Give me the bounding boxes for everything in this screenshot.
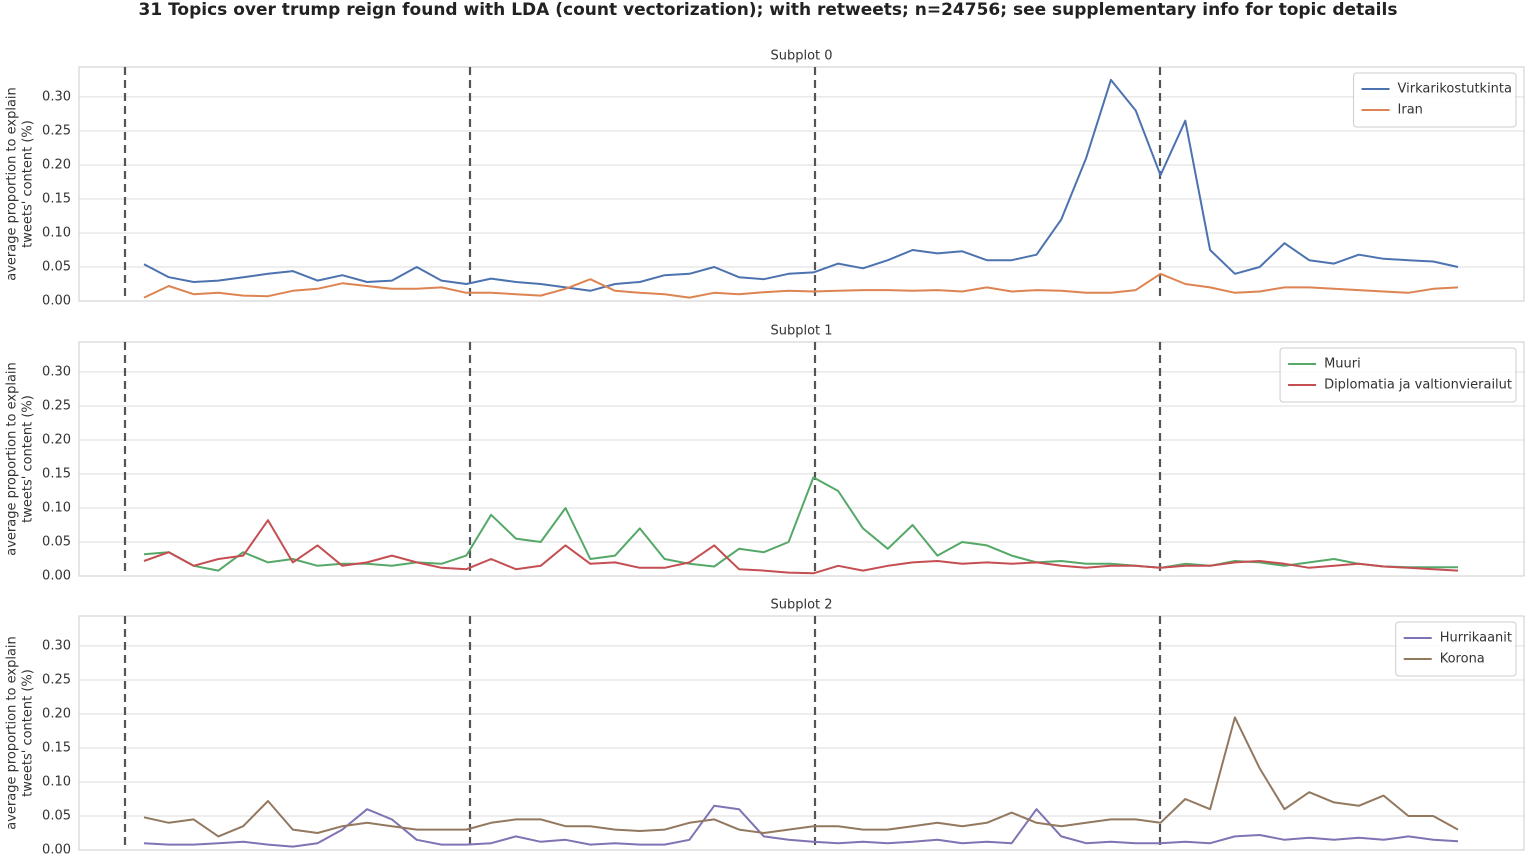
plot-frame (78, 615, 1525, 851)
y-tick-label: 0.25 (42, 672, 71, 687)
legend-label: Korona (1440, 652, 1485, 667)
y-axis-label: tweets' content (%) (21, 395, 36, 523)
line-series (143, 272, 1459, 299)
plot-frame (78, 341, 1525, 577)
y-tick-label: 0.20 (42, 432, 71, 447)
legend-box (1395, 621, 1517, 677)
y-axis-label: tweets' content (%) (21, 669, 36, 797)
subplot-title: Subplot 1 (770, 324, 832, 339)
y-tick-label: 0.15 (42, 191, 71, 206)
y-tick-label: 0.15 (42, 466, 71, 481)
y-tick-label: 0.10 (42, 500, 71, 515)
y-tick-label: 0.10 (42, 225, 71, 240)
legend: Hurrikaanit Korona (1395, 621, 1517, 677)
legend-label: Hurrikaanit (1440, 631, 1512, 646)
legend-box (1353, 72, 1517, 128)
y-tick-label: 0.30 (42, 89, 71, 104)
line-series (143, 519, 1459, 575)
y-tick-label: 0.30 (42, 364, 71, 379)
line-series (143, 804, 1459, 848)
y-tick-label: 0.10 (42, 774, 71, 789)
plot-frame (78, 66, 1525, 302)
legend: Muuri Diplomatia ja valtionvierailut (1279, 347, 1517, 403)
y-tick-label: 0.25 (42, 398, 71, 413)
y-tick-label: 0.20 (42, 706, 71, 721)
y-axis-label: tweets' content (%) (21, 120, 36, 248)
line-series (143, 78, 1459, 292)
legend-label: Diplomatia ja valtionvierailut (1324, 378, 1512, 393)
figure-title: 31 Topics over trump reign found with LD… (139, 0, 1398, 20)
y-tick-label: 0.05 (42, 259, 71, 274)
legend-label: Iran (1398, 103, 1423, 118)
legend-box (1279, 347, 1517, 403)
subplot-title: Subplot 0 (770, 49, 832, 64)
y-tick-label: 0.20 (42, 157, 71, 172)
y-axis-label: average proportion to explain (5, 636, 20, 830)
y-tick-label: 0.05 (42, 534, 71, 549)
legend: Virkarikostutkinta Iran (1353, 72, 1517, 128)
y-tick-label: 0.00 (42, 294, 71, 309)
subplot-title: Subplot 2 (770, 598, 832, 613)
y-tick-label: 0.25 (42, 123, 71, 138)
y-axis-label: average proportion to explain (5, 87, 20, 281)
y-tick-label: 0.30 (42, 638, 71, 653)
y-tick-label: 0.00 (42, 569, 71, 584)
y-tick-label: 0.05 (42, 808, 71, 823)
y-tick-label: 0.15 (42, 740, 71, 755)
y-tick-label: 0.00 (42, 843, 71, 858)
legend-label: Muuri (1324, 357, 1361, 372)
legend-label: Virkarikostutkinta (1398, 82, 1512, 97)
y-axis-label: average proportion to explain (5, 362, 20, 556)
line-series (143, 716, 1459, 838)
